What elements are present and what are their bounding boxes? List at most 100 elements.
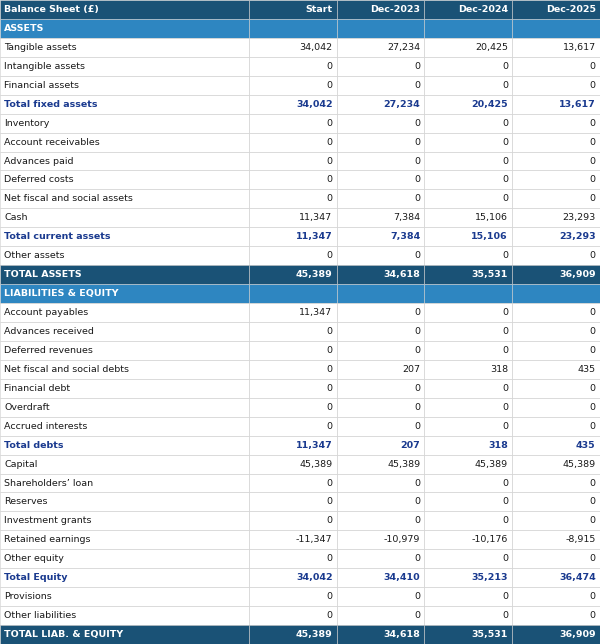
Text: 45,389: 45,389 [296, 630, 332, 639]
Bar [512, 549, 600, 568]
Text: 0: 0 [414, 346, 420, 355]
Text: 318: 318 [490, 365, 508, 374]
Text: 0: 0 [326, 156, 332, 166]
Bar [249, 303, 337, 322]
Bar [424, 473, 512, 493]
Text: Financial assets: Financial assets [4, 80, 79, 90]
Text: -10,176: -10,176 [472, 535, 508, 544]
Text: 207: 207 [402, 365, 420, 374]
Bar [0, 151, 249, 171]
Text: 15,106: 15,106 [472, 232, 508, 242]
Bar [337, 57, 424, 76]
Text: 318: 318 [488, 440, 508, 450]
Text: 0: 0 [502, 422, 508, 431]
Bar [337, 531, 424, 549]
Bar [249, 57, 337, 76]
Text: 0: 0 [326, 554, 332, 564]
Text: Total Equity: Total Equity [4, 573, 68, 582]
Bar [424, 284, 512, 303]
Bar [424, 95, 512, 113]
Bar [424, 398, 512, 417]
Bar [249, 587, 337, 606]
Text: 0: 0 [326, 327, 332, 336]
Text: Deferred revenues: Deferred revenues [4, 346, 93, 355]
Text: TOTAL ASSETS: TOTAL ASSETS [4, 270, 82, 279]
Bar [337, 303, 424, 322]
Text: 0: 0 [326, 175, 332, 184]
Bar [512, 209, 600, 227]
Text: 34,042: 34,042 [296, 573, 332, 582]
Bar [424, 151, 512, 171]
Text: 11,347: 11,347 [296, 440, 332, 450]
Bar [337, 265, 424, 284]
Text: 20,425: 20,425 [472, 100, 508, 109]
Bar [249, 625, 337, 644]
Bar [512, 606, 600, 625]
Text: Cash: Cash [4, 213, 28, 222]
Text: Advances paid: Advances paid [4, 156, 74, 166]
Bar [512, 265, 600, 284]
Text: 0: 0 [326, 365, 332, 374]
Bar [249, 76, 337, 95]
Text: Overdraft: Overdraft [4, 402, 50, 412]
Bar [337, 417, 424, 435]
Bar [249, 284, 337, 303]
Text: 0: 0 [590, 308, 596, 317]
Text: Intangible assets: Intangible assets [4, 62, 85, 71]
Text: 0: 0 [414, 251, 420, 260]
Bar [512, 189, 600, 209]
Text: 34,618: 34,618 [383, 270, 420, 279]
Bar [512, 0, 600, 19]
Bar [512, 568, 600, 587]
Bar [424, 38, 512, 57]
Text: 0: 0 [326, 384, 332, 393]
Text: Inventory: Inventory [4, 118, 50, 128]
Bar [0, 398, 249, 417]
Text: 23,293: 23,293 [562, 213, 596, 222]
Text: Total fixed assets: Total fixed assets [4, 100, 98, 109]
Text: 0: 0 [414, 138, 420, 147]
Text: 0: 0 [326, 478, 332, 488]
Bar [337, 398, 424, 417]
Bar [424, 341, 512, 360]
Text: 0: 0 [414, 327, 420, 336]
Bar [249, 209, 337, 227]
Bar [337, 95, 424, 113]
Bar [512, 360, 600, 379]
Text: 0: 0 [326, 592, 332, 601]
Text: Dec-2023: Dec-2023 [370, 5, 420, 14]
Text: 0: 0 [414, 384, 420, 393]
Bar [337, 284, 424, 303]
Bar [512, 398, 600, 417]
Bar [249, 360, 337, 379]
Text: 0: 0 [414, 194, 420, 204]
Text: Accrued interests: Accrued interests [4, 422, 88, 431]
Bar [337, 379, 424, 398]
Text: Net fiscal and social debts: Net fiscal and social debts [4, 365, 129, 374]
Bar [0, 246, 249, 265]
Text: 0: 0 [502, 194, 508, 204]
Text: 0: 0 [502, 402, 508, 412]
Bar [0, 568, 249, 587]
Bar [0, 171, 249, 189]
Bar [424, 246, 512, 265]
Bar [337, 171, 424, 189]
Text: 0: 0 [414, 175, 420, 184]
Bar [0, 341, 249, 360]
Bar [424, 227, 512, 246]
Bar [512, 435, 600, 455]
Text: 0: 0 [590, 516, 596, 526]
Text: 35,531: 35,531 [472, 630, 508, 639]
Text: 45,389: 45,389 [563, 460, 596, 469]
Text: 45,389: 45,389 [296, 270, 332, 279]
Text: 0: 0 [326, 402, 332, 412]
Bar [512, 38, 600, 57]
Text: 11,347: 11,347 [296, 232, 332, 242]
Text: 0: 0 [502, 308, 508, 317]
Bar [424, 625, 512, 644]
Text: 0: 0 [414, 118, 420, 128]
Bar [424, 379, 512, 398]
Bar [512, 379, 600, 398]
Text: Other equity: Other equity [4, 554, 64, 564]
Bar [512, 511, 600, 531]
